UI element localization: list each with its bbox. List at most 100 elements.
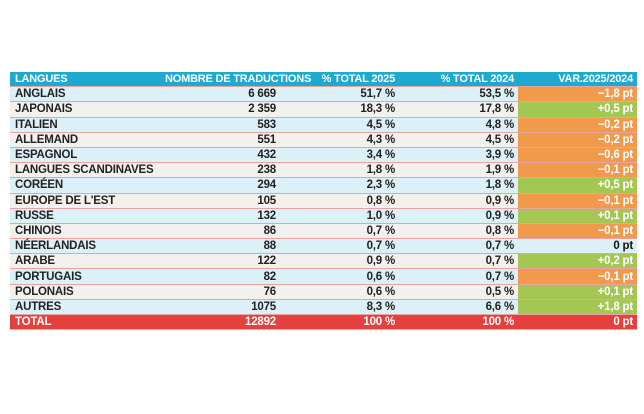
variation-cell: −0,2 pt [518, 132, 637, 148]
count-cell: 6 669 [160, 86, 280, 103]
variation-cell: −0,2 pt [518, 117, 637, 133]
total-language-cell: TOTAL [10, 314, 160, 331]
header-total-2024: % TOTAL 2024 [399, 72, 518, 88]
count-cell: 76 [160, 284, 280, 300]
table-row: EUROPE DE L'EST 105 0,8 % 0,9 % −0,1 pt [10, 193, 637, 209]
header-total-2025: % TOTAL 2025 [280, 72, 399, 88]
header-langues: LANGUES [10, 72, 160, 88]
share-2025-cell: 51,7 % [280, 86, 399, 103]
language-cell: ARABE [10, 253, 160, 270]
header-row: LANGUES NOMBRE DE TRADUCTIONS % TOTAL 20… [10, 72, 637, 88]
share-2024-cell: 0,7 % [399, 238, 518, 255]
language-cell: JAPONAIS [10, 101, 160, 118]
table-row: LANGUES SCANDINAVES 238 1,8 % 1,9 % −0,1 pt [10, 162, 637, 179]
total-share-2025-cell: 100 % [280, 314, 399, 331]
share-2024-cell: 0,9 % [399, 193, 518, 209]
count-cell: 432 [160, 147, 280, 164]
share-2025-cell: 0,7 % [280, 238, 399, 255]
table-row: ALLEMAND 551 4,3 % 4,5 % −0,2 pt [10, 132, 637, 148]
variation-cell: −0,6 pt [518, 147, 637, 164]
language-cell: CORÉEN [10, 177, 160, 194]
count-cell: 88 [160, 238, 280, 255]
total-variation-cell: 0 pt [518, 314, 637, 331]
table-row: POLONAIS 76 0,6 % 0,5 % +0,1 pt [10, 284, 637, 300]
share-2025-cell: 8,3 % [280, 299, 399, 316]
variation-cell: −0,1 pt [518, 223, 637, 240]
variation-cell: 0 pt [518, 238, 637, 255]
variation-cell: +0,5 pt [518, 177, 637, 194]
table-row: NÉERLANDAIS 88 0,7 % 0,7 % 0 pt [10, 238, 637, 255]
header-nombre: NOMBRE DE TRADUCTIONS [160, 72, 311, 88]
share-2024-cell: 3,9 % [399, 147, 518, 164]
variation-cell: +0,5 pt [518, 101, 637, 118]
variation-cell: −0,1 pt [518, 268, 637, 285]
share-2024-cell: 53,5 % [399, 86, 518, 103]
variation-cell: +0,2 pt [518, 253, 637, 270]
share-2024-cell: 4,8 % [399, 117, 518, 133]
count-cell: 122 [160, 253, 280, 270]
count-cell: 238 [160, 162, 280, 179]
share-2025-cell: 1,0 % [280, 208, 399, 224]
header-variation: VAR.2025/2024 [518, 72, 637, 88]
total-count-cell: 12892 [160, 314, 280, 331]
variation-cell: −1,8 pt [518, 86, 637, 103]
variation-cell: −0,1 pt [518, 193, 637, 209]
share-2025-cell: 4,3 % [280, 132, 399, 148]
share-2024-cell: 0,7 % [399, 253, 518, 270]
share-2025-cell: 4,5 % [280, 117, 399, 133]
count-cell: 82 [160, 268, 280, 285]
count-cell: 294 [160, 177, 280, 194]
language-cell: EUROPE DE L'EST [10, 193, 160, 209]
table-row: ITALIEN 583 4,5 % 4,8 % −0,2 pt [10, 117, 637, 133]
share-2025-cell: 0,6 % [280, 284, 399, 300]
share-2024-cell: 6,6 % [399, 299, 518, 316]
total-row: TOTAL 12892 100 % 100 % 0 pt [10, 314, 637, 331]
variation-cell: +0,1 pt [518, 208, 637, 224]
language-cell: POLONAIS [10, 284, 160, 300]
table-row: RUSSE 132 1,0 % 0,9 % +0,1 pt [10, 208, 637, 224]
variation-cell: +0,1 pt [518, 284, 637, 300]
count-cell: 132 [160, 208, 280, 224]
share-2024-cell: 0,9 % [399, 208, 518, 224]
count-cell: 105 [160, 193, 280, 209]
language-cell: ALLEMAND [10, 132, 160, 148]
share-2024-cell: 1,9 % [399, 162, 518, 179]
variation-cell: −0,1 pt [518, 162, 637, 179]
share-2024-cell: 0,8 % [399, 223, 518, 240]
count-cell: 583 [160, 117, 280, 133]
share-2024-cell: 1,8 % [399, 177, 518, 194]
variation-cell: +1,8 pt [518, 299, 637, 316]
translations-table: LANGUES NOMBRE DE TRADUCTIONS % TOTAL 20… [10, 72, 637, 331]
count-cell: 551 [160, 132, 280, 148]
share-2025-cell: 2,3 % [280, 177, 399, 194]
table-row: ARABE 122 0,9 % 0,7 % +0,2 pt [10, 253, 637, 270]
count-cell: 2 359 [160, 101, 280, 118]
table-row: ANGLAIS 6 669 51,7 % 53,5 % −1,8 pt [10, 86, 637, 103]
share-2025-cell: 0,8 % [280, 193, 399, 209]
table-row: JAPONAIS 2 359 18,3 % 17,8 % +0,5 pt [10, 101, 637, 118]
table-row: CHINOIS 86 0,7 % 0,8 % −0,1 pt [10, 223, 637, 240]
share-2025-cell: 0,9 % [280, 253, 399, 270]
language-cell: PORTUGAIS [10, 268, 160, 285]
language-cell: ANGLAIS [10, 86, 160, 103]
share-2024-cell: 0,7 % [399, 268, 518, 285]
share-2025-cell: 0,7 % [280, 223, 399, 240]
language-cell: LANGUES SCANDINAVES [10, 162, 160, 179]
language-cell: ITALIEN [10, 117, 160, 133]
share-2024-cell: 0,5 % [399, 284, 518, 300]
share-2025-cell: 18,3 % [280, 101, 399, 118]
language-cell: CHINOIS [10, 223, 160, 240]
language-cell: RUSSE [10, 208, 160, 224]
language-cell: NÉERLANDAIS [10, 238, 160, 255]
share-2025-cell: 3,4 % [280, 147, 399, 164]
share-2024-cell: 4,5 % [399, 132, 518, 148]
count-cell: 86 [160, 223, 280, 240]
count-cell: 1075 [160, 299, 280, 316]
share-2024-cell: 17,8 % [399, 101, 518, 118]
table-row: AUTRES 1075 8,3 % 6,6 % +1,8 pt [10, 299, 637, 316]
table-row: ESPAGNOL 432 3,4 % 3,9 % −0,6 pt [10, 147, 637, 164]
share-2025-cell: 1,8 % [280, 162, 399, 179]
language-cell: AUTRES [10, 299, 160, 316]
share-2025-cell: 0,6 % [280, 268, 399, 285]
table-row: CORÉEN 294 2,3 % 1,8 % +0,5 pt [10, 177, 637, 194]
